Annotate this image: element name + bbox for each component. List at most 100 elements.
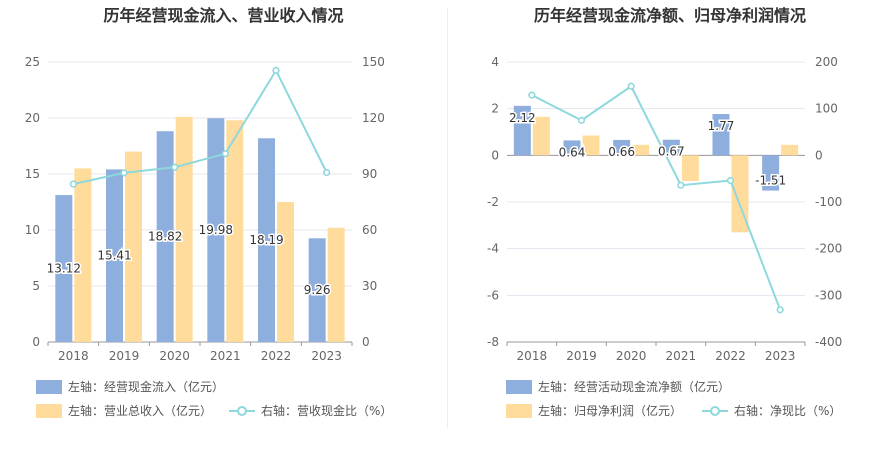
right-axis-tick-label: 200 [815, 55, 838, 69]
ratio-line [531, 84, 782, 311]
x-axis-tick-label: 2021 [210, 349, 241, 363]
x-axis-tick-label: 2018 [517, 349, 548, 363]
ratio-point [627, 82, 635, 90]
legend-item-revenue[interactable]: 左轴：营业总收入（亿元） [36, 402, 212, 419]
ratio-line [73, 68, 328, 186]
net-cashflow-profit-panel: 历年经营现金流净额、归母净利润情况 -8 -6 -4 -2 0 2 4 -400 -300 -20… [447, 0, 893, 458]
legend-item-net-profit[interactable]: 左轴：归母净利润（亿元） [506, 402, 682, 419]
right-axis-tick-label: 120 [362, 111, 385, 125]
left-axis-tick-label: 5 [32, 279, 40, 293]
data-label: 18.19 [249, 233, 283, 247]
chart-title: 历年经营现金流净额、归母净利润情况 [533, 6, 806, 25]
revenue-bar [327, 227, 345, 342]
ratio-point [69, 180, 77, 188]
revenue-bar [226, 120, 244, 343]
legend-label: 左轴：归母净利润（亿元） [538, 404, 683, 418]
right-axis-tick-label: 0 [362, 335, 370, 349]
x-axis-tick-label: 2022 [715, 349, 746, 363]
ratio-point [577, 116, 586, 124]
data-label: 0.66 [608, 145, 635, 159]
cash-inflow-bar [207, 118, 225, 342]
ratio-point [323, 168, 331, 177]
net-profit-bar [731, 155, 749, 233]
left-axis-tick-label: 4 [491, 55, 499, 69]
left-axis-tick-label: 25 [25, 55, 40, 69]
legend-label: 左轴：经营活动现金流净额（亿元） [538, 380, 731, 394]
right-axis-tick-label: 90 [362, 167, 377, 181]
data-label: 1.77 [708, 119, 735, 133]
revenue-bar [277, 202, 294, 342]
ratio-point [528, 91, 536, 99]
right-axis-tick-label: -100 [815, 195, 842, 209]
left-axis-tick-label: 20 [25, 111, 40, 125]
legend-label: 右轴：营收现金比（%） [261, 404, 393, 418]
cash-inflow-bar [258, 138, 275, 342]
x-axis-tick-label: 2019 [109, 349, 140, 363]
right-axis-tick-label: 60 [362, 223, 377, 237]
net-cashflow-profit-chart: -8 -6 -4 -2 0 2 4 -400 -300 -200 -100 0 100 200 2018 20… [487, 55, 842, 363]
legend-swatch [36, 403, 62, 418]
net-profit-bar [632, 144, 650, 156]
x-axis-tick-label: 2020 [159, 349, 190, 363]
x-axis-tick-label: 2023 [765, 349, 796, 363]
ratio-point [120, 169, 128, 177]
left-axis-tick-label: -4 [487, 242, 499, 256]
legend-swatch [506, 403, 532, 418]
net-profit-bar [781, 144, 799, 156]
data-label: 2.12 [509, 111, 536, 125]
cash-inflow-bar [156, 131, 174, 342]
right-axis-tick-label: 100 [815, 102, 838, 116]
left-axis-tick-label: -6 [487, 288, 499, 302]
x-axis-tick-label: 2020 [616, 349, 647, 363]
ratio-point [726, 176, 735, 185]
data-label: 0.67 [658, 145, 685, 159]
left-axis-tick-label: 0 [491, 148, 499, 162]
x-axis-tick-label: 2021 [666, 349, 697, 363]
legend-label: 左轴：经营现金流入（亿元） [68, 380, 225, 394]
legend-item-cash-inflow[interactable]: 左轴：经营现金流入（亿元） [36, 378, 224, 395]
data-label: -1.51 [755, 174, 786, 188]
cash-inflow-revenue-panel: 历年经营现金流入、营业收入情况 0 5 10 15 20 25 0 30 60 90 120 150 2… [25, 6, 393, 419]
x-axis-tick-label: 2022 [261, 349, 292, 363]
left-axis-tick-label: 10 [25, 223, 40, 237]
x-axis-tick-label: 2023 [311, 349, 342, 363]
data-label: 9.26 [304, 283, 331, 297]
x-axis-tick-label: 2018 [58, 349, 89, 363]
net-cashflow-bar [762, 155, 780, 191]
right-axis-tick-label: 0 [815, 148, 823, 162]
data-label: 19.98 [199, 223, 233, 237]
ratio-point [272, 66, 280, 74]
cash-inflow-bar [308, 238, 326, 342]
net-cashflow-bar [662, 139, 680, 156]
data-label: 0.64 [559, 145, 586, 159]
net-profit-bar [532, 116, 550, 156]
chart-title: 历年经营现金流入、营业收入情况 [103, 6, 344, 25]
net-cashflow-bar [613, 139, 631, 156]
legend-item-net-cashflow[interactable]: 左轴：经营活动现金流净额（亿元） [506, 378, 730, 395]
left-axis-tick-label: 0 [32, 335, 40, 349]
net-profit-bar [582, 135, 600, 156]
right-axis-tick-label: -300 [815, 288, 842, 302]
net-cashflow-bar [513, 105, 531, 156]
legend-label: 左轴：营业总收入（亿元） [68, 404, 213, 418]
left-axis-tick-label: -2 [487, 195, 499, 209]
left-axis-tick-label: -8 [487, 335, 499, 349]
legend-swatch [702, 404, 728, 418]
right-axis-tick-label: -400 [815, 335, 842, 349]
right-axis-tick-label: -200 [815, 242, 842, 256]
legend-swatch [36, 379, 62, 394]
cash-inflow-revenue-chart: 0 5 10 15 20 25 0 30 60 90 120 150 2018 2019 2020 2021 2… [25, 55, 385, 363]
legend-item-net-cash-ratio[interactable]: 右轴：净现比（%） [702, 402, 841, 419]
x-axis-tick-label: 2019 [566, 349, 597, 363]
data-label: 18.82 [148, 230, 182, 244]
net-cashflow-bar [563, 140, 581, 156]
data-label: 13.12 [47, 262, 81, 276]
net-profit-bar [681, 155, 699, 181]
legend-swatch [506, 379, 532, 394]
revenue-bar [74, 168, 92, 342]
right-axis-tick-label: 30 [362, 279, 377, 293]
cash-inflow-bar [106, 169, 123, 342]
legend-item-ratio[interactable]: 右轴：营收现金比（%） [229, 402, 392, 419]
legend-label: 右轴：净现比（%） [734, 404, 842, 418]
net-cashflow-bar [712, 114, 730, 156]
